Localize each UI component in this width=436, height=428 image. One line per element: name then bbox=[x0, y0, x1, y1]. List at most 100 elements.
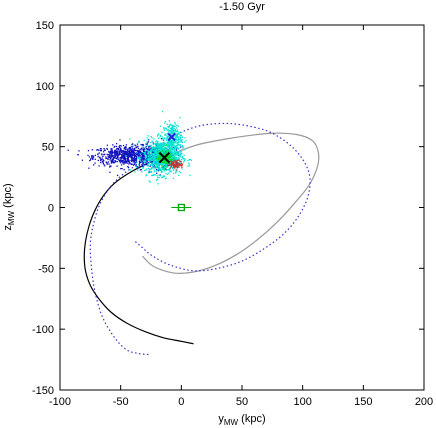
particle bbox=[135, 149, 137, 152]
particle bbox=[171, 153, 174, 156]
particle bbox=[173, 160, 176, 162]
particle bbox=[126, 149, 129, 151]
particle bbox=[184, 159, 186, 161]
particle bbox=[140, 147, 143, 149]
particle bbox=[160, 151, 162, 153]
particle bbox=[121, 153, 123, 156]
particle bbox=[115, 157, 117, 160]
particle bbox=[181, 159, 183, 161]
particle bbox=[156, 172, 158, 174]
particle bbox=[169, 123, 171, 125]
particle bbox=[141, 161, 143, 163]
particle bbox=[100, 161, 102, 164]
particle bbox=[141, 144, 143, 146]
particle bbox=[116, 165, 118, 167]
particle bbox=[131, 150, 134, 152]
particle bbox=[158, 159, 161, 161]
particle bbox=[150, 147, 152, 149]
particle bbox=[149, 155, 151, 158]
y-tick-label: 50 bbox=[42, 142, 54, 154]
particle bbox=[92, 155, 95, 157]
particle bbox=[155, 163, 158, 165]
particle bbox=[168, 146, 170, 149]
particle bbox=[123, 154, 126, 157]
particle bbox=[163, 168, 165, 170]
particle bbox=[164, 121, 167, 123]
particle bbox=[161, 149, 164, 152]
particle bbox=[175, 171, 177, 173]
x-axis-title: yMW (kpc) bbox=[218, 413, 265, 427]
particle bbox=[163, 169, 166, 171]
particle bbox=[150, 154, 153, 157]
particle bbox=[179, 117, 181, 119]
particle bbox=[131, 160, 133, 162]
particle bbox=[149, 157, 151, 160]
particle bbox=[138, 165, 141, 167]
particle bbox=[174, 137, 176, 139]
particle bbox=[162, 154, 164, 156]
particle bbox=[144, 146, 146, 148]
particle bbox=[165, 151, 167, 154]
particle bbox=[142, 165, 145, 168]
particle bbox=[149, 151, 151, 153]
particle bbox=[168, 159, 171, 161]
particle bbox=[172, 159, 174, 161]
particle bbox=[181, 144, 184, 147]
particle bbox=[179, 155, 182, 158]
particle bbox=[111, 148, 113, 150]
particle bbox=[128, 163, 130, 165]
particle bbox=[175, 154, 178, 156]
particle bbox=[169, 144, 171, 146]
particle bbox=[151, 162, 153, 164]
particle bbox=[151, 167, 153, 169]
particle bbox=[148, 158, 151, 160]
particle bbox=[174, 145, 176, 148]
particle bbox=[145, 153, 147, 155]
particle bbox=[146, 155, 148, 158]
particle bbox=[125, 144, 128, 146]
particle bbox=[160, 145, 163, 147]
particle bbox=[122, 157, 124, 159]
particle bbox=[146, 137, 148, 139]
particle bbox=[144, 147, 146, 149]
particle bbox=[168, 150, 170, 152]
particle bbox=[162, 150, 165, 153]
particle bbox=[150, 153, 152, 155]
particle bbox=[175, 149, 178, 151]
x-tick-label: 100 bbox=[293, 396, 311, 408]
particle bbox=[111, 160, 113, 163]
particle bbox=[176, 162, 178, 165]
particle bbox=[165, 153, 168, 155]
future_orbit-line bbox=[142, 132, 320, 274]
particle bbox=[143, 160, 145, 163]
particle bbox=[163, 176, 165, 178]
particle bbox=[118, 151, 121, 153]
particle bbox=[166, 148, 168, 151]
particle bbox=[155, 164, 158, 166]
particle bbox=[172, 139, 174, 141]
particle bbox=[155, 151, 158, 153]
particle bbox=[176, 153, 178, 155]
particle bbox=[152, 166, 154, 169]
particle bbox=[145, 150, 148, 152]
particle bbox=[156, 143, 158, 146]
particle bbox=[154, 159, 157, 162]
particle bbox=[148, 153, 151, 155]
particle bbox=[143, 163, 145, 166]
particle bbox=[151, 152, 153, 154]
particle bbox=[180, 151, 182, 153]
particle bbox=[176, 130, 179, 132]
particle bbox=[169, 167, 172, 169]
particle bbox=[124, 162, 126, 164]
particle bbox=[162, 159, 164, 162]
particle bbox=[125, 151, 127, 153]
particle bbox=[168, 135, 170, 137]
particle bbox=[154, 161, 156, 163]
particle bbox=[163, 127, 165, 129]
particle bbox=[155, 154, 157, 156]
particle bbox=[156, 176, 159, 178]
particle bbox=[96, 149, 98, 151]
particle bbox=[174, 157, 176, 159]
particle bbox=[169, 153, 172, 155]
particle bbox=[130, 159, 133, 161]
